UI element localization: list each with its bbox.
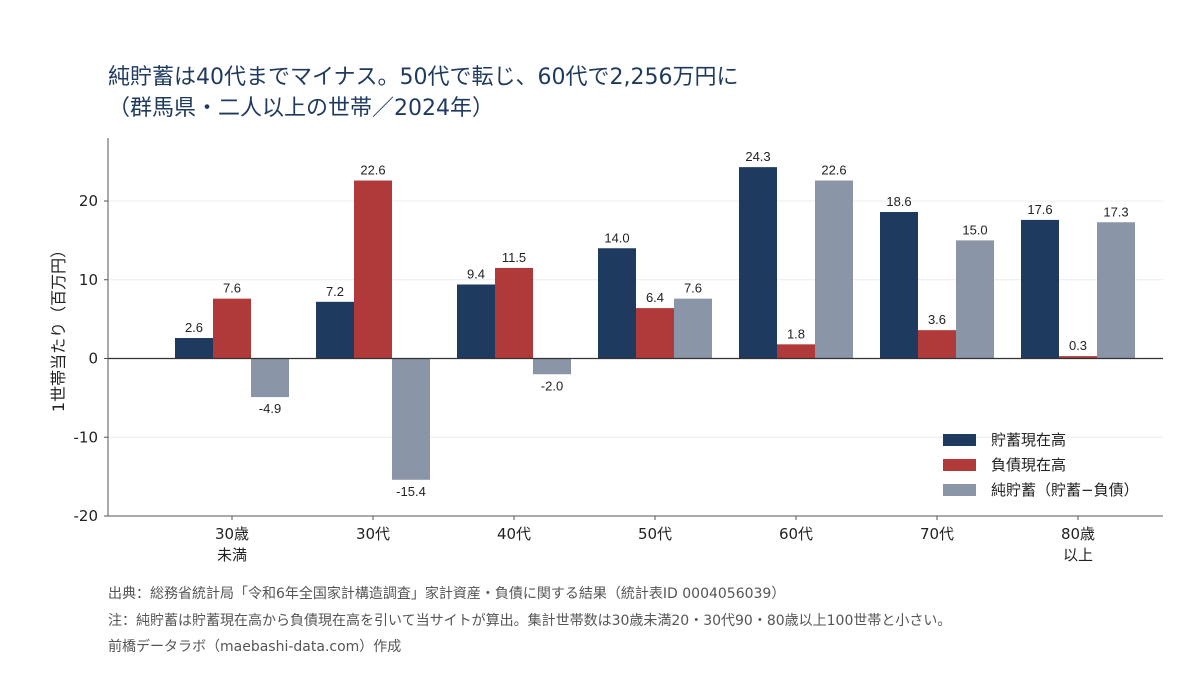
bar <box>880 212 918 359</box>
bar <box>316 301 354 359</box>
data-label: 7.2 <box>326 284 344 299</box>
source-note: 出典：総務省統計局「令和6年全国家計構造調査」家計資産・負債に関する結果（統計表… <box>108 586 786 602</box>
bar <box>213 298 251 359</box>
data-label: 1.8 <box>787 326 805 341</box>
data-label: 24.3 <box>745 149 770 164</box>
bar <box>354 180 392 359</box>
bar <box>739 167 777 359</box>
data-label: 3.6 <box>928 312 946 327</box>
data-label: 6.4 <box>646 290 664 305</box>
y-tick-label: -10 <box>74 428 99 446</box>
x-tick-label: 40代 <box>497 525 531 543</box>
bar <box>598 248 636 359</box>
bar <box>674 298 712 359</box>
y-axis-label: 1世帯当たり（百万円） <box>49 242 68 412</box>
legend-label: 純貯蓄（貯蓄−負債） <box>991 481 1139 499</box>
y-tick-label: 0 <box>88 350 98 368</box>
bar <box>495 267 533 359</box>
bar <box>956 240 994 359</box>
x-tick-label: 70代 <box>920 525 954 543</box>
data-label: 2.6 <box>185 320 203 335</box>
bar <box>918 330 956 359</box>
chart-title-line-2: （群馬県・二人以上の世帯／2024年） <box>108 96 494 121</box>
data-label: 17.6 <box>1027 202 1052 217</box>
bar <box>1059 356 1097 359</box>
bar <box>533 358 571 375</box>
data-label: -2.0 <box>541 378 563 393</box>
bar <box>392 358 430 480</box>
data-label: -4.9 <box>259 401 281 416</box>
data-label: 11.5 <box>502 250 526 265</box>
data-label: 14.0 <box>604 230 629 245</box>
data-label: 18.6 <box>886 194 911 209</box>
y-tick-label: 10 <box>79 271 98 289</box>
footnotes: 出典：総務省統計局「令和6年全国家計構造調査」家計資産・負債に関する結果（統計表… <box>108 581 951 661</box>
legend-swatch <box>943 459 976 471</box>
data-label: 9.4 <box>467 266 485 281</box>
x-tick-label: 50代 <box>638 525 672 543</box>
legend-label: 負債現在高 <box>991 456 1066 474</box>
data-label: 15.0 <box>962 222 987 237</box>
y-tick-label: 20 <box>79 192 98 210</box>
data-label: 0.3 <box>1069 338 1087 353</box>
data-label: -15.4 <box>396 484 426 499</box>
x-tick-label: 60代 <box>779 525 813 543</box>
x-tick-label: 未満 <box>217 546 247 564</box>
x-tick-label: 30歳 <box>215 525 249 543</box>
legend-swatch <box>943 484 976 496</box>
chart-title-line-1: 純貯蓄は40代までマイナス。50代で転じ、60代で2,256万円に <box>108 65 739 90</box>
data-label: 22.6 <box>821 163 846 178</box>
bar <box>457 284 495 359</box>
x-tick-label: 30代 <box>356 525 390 543</box>
x-tick-label: 以上 <box>1063 546 1093 564</box>
data-label: 17.3 <box>1103 204 1128 219</box>
bar <box>1021 219 1059 359</box>
data-label: 7.6 <box>684 281 702 296</box>
bar <box>636 308 674 359</box>
bar <box>815 180 853 359</box>
bar <box>251 358 289 398</box>
bar <box>1097 222 1135 359</box>
legend-label: 貯蓄現在高 <box>991 431 1066 449</box>
y-tick-label: -20 <box>74 507 99 525</box>
credit-note: 前橋データラボ（maebashi-data.com）作成 <box>108 639 402 655</box>
data-label: 7.6 <box>223 281 241 296</box>
chart-title: 純貯蓄は40代までマイナス。50代で転じ、60代で2,256万円に （群馬県・二人… <box>108 62 739 124</box>
method-note: 注：純貯蓄は貯蓄現在高から負債現在高を引いて当サイトが算出。集計世帯数は30歳未… <box>108 612 952 629</box>
legend-swatch <box>943 434 976 446</box>
bar <box>175 338 213 359</box>
bar <box>777 344 815 359</box>
x-tick-label: 80歳 <box>1061 525 1095 543</box>
data-label: 22.6 <box>360 163 385 178</box>
